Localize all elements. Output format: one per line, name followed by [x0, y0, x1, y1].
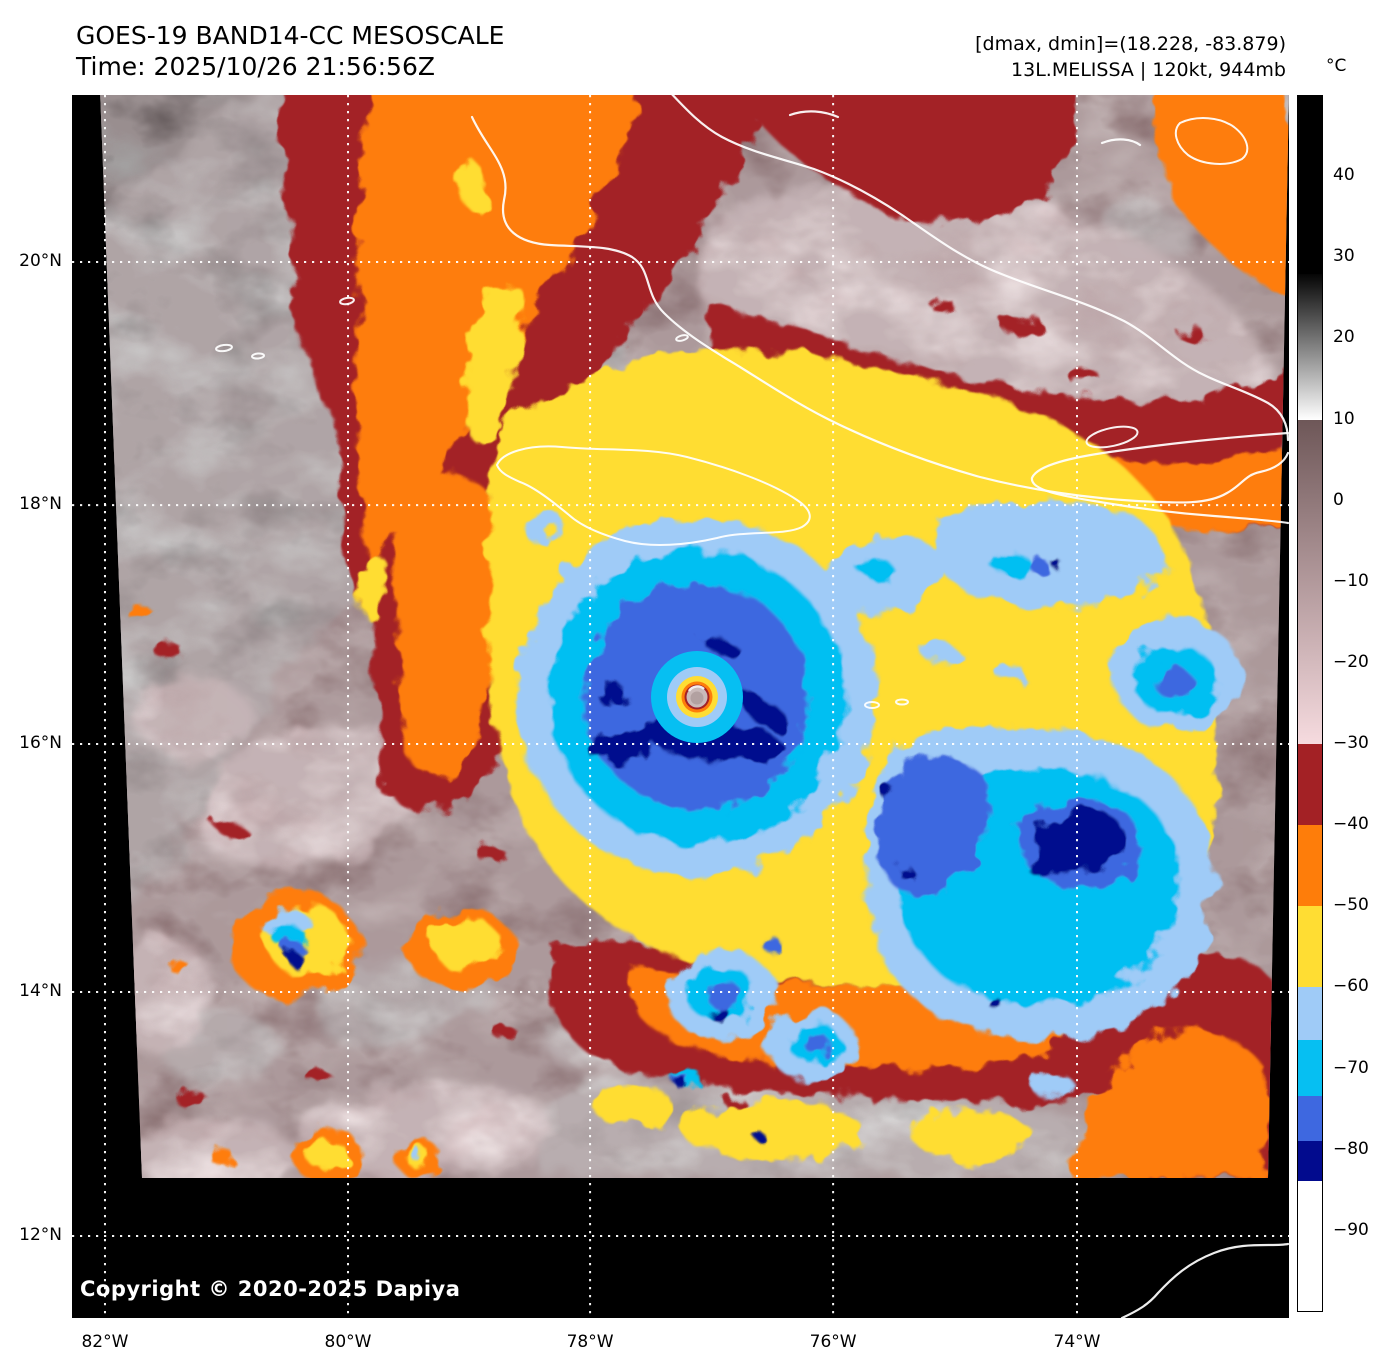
satellite-image	[72, 95, 1289, 1318]
time-label: Time: 2025/10/26 21:56:56Z	[76, 52, 435, 81]
hurricane-eye	[651, 651, 743, 743]
data-range-label: [dmax, dmin]=(18.228, -83.879)	[975, 33, 1286, 55]
colorbar-tick-label: −90	[1333, 1219, 1369, 1240]
copyright-label: Copyright © 2020-2025 Dapiya	[80, 1277, 461, 1301]
colorbar-tick-label: −30	[1333, 733, 1369, 754]
lat-axis-label: 12°N	[19, 1225, 62, 1246]
colorbar-tick-label: −60	[1333, 976, 1369, 997]
coastlines	[215, 95, 1289, 1318]
colorbar-tick-label: −80	[1333, 1138, 1369, 1159]
colorbar-segment	[1298, 96, 1322, 275]
coastline-south-america	[1120, 1242, 1289, 1318]
colorbar-segment	[1298, 420, 1322, 744]
coastline-gonave-island	[1085, 425, 1139, 449]
colorbar-tick-label: 10	[1333, 408, 1355, 429]
coastline-cuba-north	[671, 95, 1289, 442]
storm-info-label: 13L.MELISSA | 120kt, 944mb	[1011, 59, 1286, 81]
colorbar-tick-label: −40	[1333, 814, 1369, 835]
lat-axis-label: 20°N	[19, 251, 62, 272]
colorbar-unit-label: °C	[1326, 56, 1347, 76]
colorbar-segment	[1298, 1039, 1322, 1097]
lon-axis-label: 82°W	[81, 1332, 129, 1352]
colorbar-tick-label: 30	[1333, 246, 1355, 267]
lon-axis-label: 80°W	[324, 1332, 372, 1352]
colorbar-tick-label: −10	[1333, 570, 1369, 591]
colorbar-segment	[1298, 1096, 1322, 1141]
lat-axis-label: 18°N	[19, 494, 62, 515]
colorbar	[1297, 95, 1323, 1312]
lat-axis-label: 16°N	[19, 733, 62, 754]
coastline-cayman-island	[215, 343, 233, 353]
page-title: GOES-19 BAND14-CC MESOSCALE	[76, 21, 505, 50]
coastline-jamaica	[495, 445, 811, 546]
colorbar-tick-label: −70	[1333, 1057, 1369, 1078]
coastline-inagua	[1174, 117, 1249, 165]
colorbar-segment	[1298, 1140, 1322, 1182]
colorbar-segment	[1298, 987, 1322, 1040]
colorbar-segment	[1298, 744, 1322, 825]
colorbar-tick-label: 20	[1333, 327, 1355, 348]
coastline-hispaniola	[1030, 431, 1289, 525]
coastline-cuba-south	[470, 115, 1289, 504]
colorbar-segments	[1298, 96, 1322, 1311]
graticule	[72, 95, 1289, 1318]
colorbar-segment	[1298, 274, 1322, 420]
colorbar-segment	[1298, 1181, 1322, 1311]
coastline-cuba-cays	[788, 110, 840, 119]
lat-axis-label: 14°N	[19, 980, 62, 1001]
coastline-cayman-island	[251, 352, 265, 360]
colorbar-segment	[1298, 906, 1322, 987]
header-right-block: [dmax, dmin]=(18.228, -83.879) 13L.MELIS…	[975, 31, 1286, 83]
coastline-islet	[675, 334, 689, 342]
colorbar-tick-label: 40	[1333, 165, 1355, 186]
lon-axis-label: 74°W	[1053, 1332, 1101, 1352]
satellite-map: Copyright © 2020-2025 Dapiya	[72, 95, 1289, 1318]
colorbar-segment	[1298, 825, 1322, 906]
coastline-navassa	[864, 701, 880, 709]
colorbar-tick-label: −50	[1333, 895, 1369, 916]
colorbar-tick-label: −20	[1333, 651, 1369, 672]
colorbar-tick-label: 0	[1333, 489, 1344, 510]
lon-axis-label: 76°W	[809, 1332, 857, 1352]
coastline-navassa	[895, 698, 909, 706]
cloud-field	[100, 95, 1289, 1178]
coastline-bahamas-fragment	[1100, 138, 1142, 147]
header-block: GOES-19 BAND14-CC MESOSCALE Time: 2025/1…	[76, 20, 504, 82]
lon-axis-label: 78°W	[566, 1332, 614, 1352]
cold-cloud-layer	[263, 500, 1242, 1159]
